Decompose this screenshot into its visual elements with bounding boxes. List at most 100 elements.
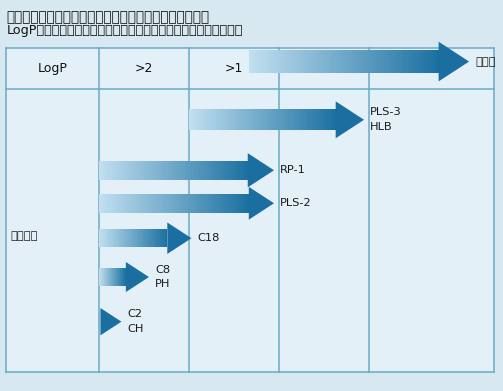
Bar xyxy=(124,229,125,247)
Bar xyxy=(285,50,287,73)
Bar xyxy=(224,109,226,130)
Bar xyxy=(151,229,152,247)
Bar xyxy=(287,50,289,73)
Bar xyxy=(134,194,136,213)
Bar xyxy=(238,109,240,130)
Bar xyxy=(170,161,172,180)
Bar xyxy=(155,194,157,213)
Bar xyxy=(147,229,148,247)
Bar xyxy=(166,161,168,180)
Bar xyxy=(253,109,255,130)
Bar xyxy=(166,194,168,213)
Bar xyxy=(289,50,292,73)
Bar xyxy=(126,229,127,247)
Bar xyxy=(247,194,249,213)
Bar xyxy=(145,229,146,247)
Bar xyxy=(110,229,111,247)
Bar xyxy=(147,161,149,180)
Bar xyxy=(131,161,132,180)
Bar xyxy=(211,161,212,180)
Bar xyxy=(244,109,246,130)
Text: PLS-2: PLS-2 xyxy=(280,198,312,208)
Bar xyxy=(187,194,189,213)
Bar xyxy=(410,50,412,73)
Bar xyxy=(158,229,159,247)
Bar xyxy=(202,109,204,130)
Bar xyxy=(220,161,222,180)
Bar xyxy=(149,229,150,247)
Bar xyxy=(296,50,299,73)
Bar xyxy=(356,50,358,73)
Bar xyxy=(277,109,279,130)
Bar xyxy=(183,194,185,213)
Bar xyxy=(237,194,239,213)
Bar xyxy=(315,50,318,73)
Bar xyxy=(382,50,384,73)
Bar xyxy=(236,109,238,130)
Bar xyxy=(199,161,201,180)
Bar xyxy=(160,229,161,247)
Bar xyxy=(222,194,224,213)
Bar xyxy=(182,194,183,213)
Bar xyxy=(412,50,415,73)
Bar xyxy=(164,229,165,247)
Bar xyxy=(208,194,209,213)
Bar xyxy=(279,109,281,130)
Bar xyxy=(236,161,238,180)
Bar xyxy=(280,50,282,73)
Text: >1: >1 xyxy=(225,62,243,75)
Bar xyxy=(133,194,134,213)
Bar xyxy=(306,109,308,130)
Bar xyxy=(122,229,123,247)
Bar xyxy=(329,50,332,73)
Bar xyxy=(180,194,182,213)
Bar xyxy=(129,161,131,180)
Bar xyxy=(213,109,215,130)
Bar xyxy=(209,194,211,213)
Bar xyxy=(233,161,235,180)
Bar xyxy=(281,109,283,130)
Bar xyxy=(363,50,365,73)
Bar xyxy=(420,50,422,73)
Bar xyxy=(422,50,425,73)
Bar xyxy=(292,50,294,73)
Bar xyxy=(314,109,315,130)
Bar xyxy=(106,161,108,180)
Bar xyxy=(215,109,216,130)
Bar xyxy=(103,229,104,247)
Text: 【逆相：目的成分の疎水性に着目した固相の選択方法】: 【逆相：目的成分の疎水性に着目した固相の選択方法】 xyxy=(7,10,210,24)
Bar xyxy=(246,109,247,130)
Text: >0: >0 xyxy=(315,62,333,75)
Bar xyxy=(299,50,301,73)
Bar xyxy=(243,194,245,213)
Bar xyxy=(217,194,219,213)
Bar xyxy=(140,194,142,213)
Bar xyxy=(198,194,200,213)
Bar xyxy=(153,161,155,180)
Bar xyxy=(235,109,236,130)
Bar xyxy=(325,50,327,73)
Bar xyxy=(202,194,204,213)
Bar xyxy=(142,194,144,213)
Bar xyxy=(105,194,107,213)
Bar xyxy=(205,161,207,180)
Bar xyxy=(127,229,128,247)
Bar xyxy=(233,109,235,130)
Bar xyxy=(231,161,233,180)
Bar xyxy=(368,50,370,73)
Bar xyxy=(99,161,101,180)
Bar xyxy=(254,50,256,73)
Bar xyxy=(211,194,213,213)
Bar xyxy=(127,161,129,180)
Bar xyxy=(196,194,198,213)
Bar xyxy=(204,194,206,213)
Bar xyxy=(118,161,119,180)
Bar xyxy=(306,50,308,73)
Bar xyxy=(334,50,337,73)
Bar xyxy=(358,50,361,73)
Bar xyxy=(334,109,336,130)
Bar xyxy=(153,229,154,247)
Bar xyxy=(7,48,494,372)
Bar xyxy=(425,50,427,73)
Bar xyxy=(149,161,151,180)
